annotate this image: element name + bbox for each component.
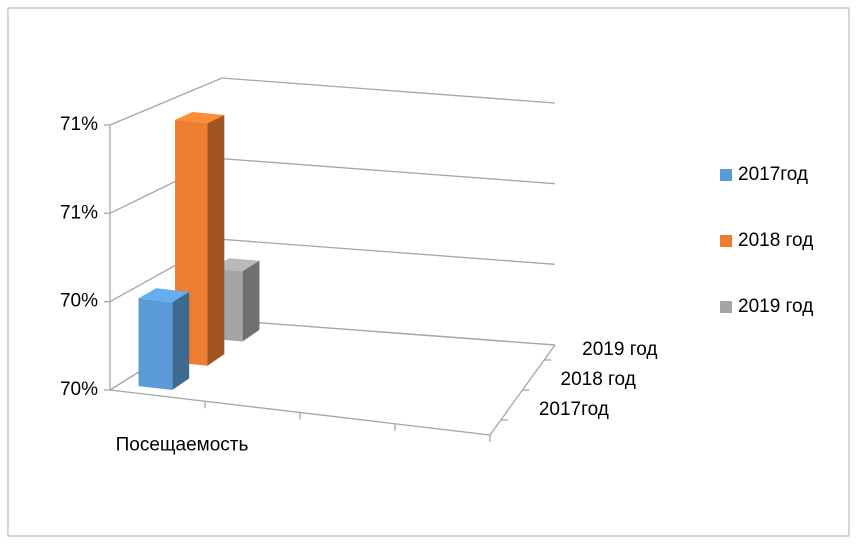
y-tick-label: 71% <box>60 202 98 223</box>
legend-label: 2017год <box>738 164 808 185</box>
y-tick-label: 70% <box>60 291 98 312</box>
legend-swatch <box>720 235 732 247</box>
legend-label: 2019 год <box>738 296 813 317</box>
bar-top <box>138 288 190 303</box>
chart-frame <box>7 7 850 537</box>
y-tick-label: 71% <box>60 114 98 135</box>
legend-label: 2018 год <box>738 230 813 251</box>
depth-label: 2019 год <box>582 339 657 360</box>
bar-top <box>175 111 225 124</box>
legend-swatch <box>720 301 732 313</box>
bar-side <box>172 291 190 390</box>
legend-swatch <box>720 169 732 181</box>
depth-label: 2018 год <box>561 369 636 390</box>
bar-side <box>207 114 225 366</box>
x-tick-label: Посещаемость <box>116 434 249 455</box>
y-tick-label: 70% <box>60 379 98 400</box>
grid-line <box>109 77 556 126</box>
bar-side <box>242 260 260 342</box>
depth-label: 2017год <box>539 399 609 420</box>
bar <box>138 298 173 390</box>
